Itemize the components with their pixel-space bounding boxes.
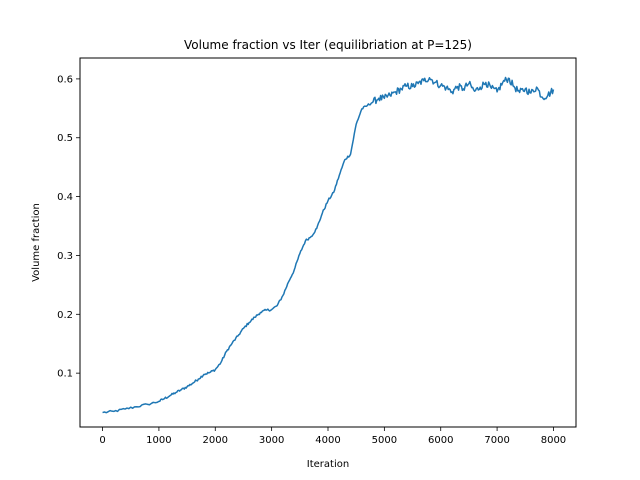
y-tick-label: 0.3 [57,251,73,262]
y-tick-label: 0.2 [57,310,73,321]
x-tick-label: 4000 [315,435,340,446]
x-tick-label: 3000 [259,435,284,446]
x-tick-label: 0 [99,435,105,446]
x-axis-label: Iteration [307,459,349,470]
x-tick-label: 5000 [372,435,397,446]
y-tick-label: 0.4 [57,192,73,203]
x-tick-label: 2000 [203,435,228,446]
plot-area: 0 1000 2000 3000 4000 5000 6000 7000 8000 0.1 0.2 0… [57,74,566,446]
x-tick-label: 7000 [484,435,509,446]
x-tick-label: 8000 [541,435,566,446]
y-tick-label: 0.1 [57,369,73,380]
series-line [102,76,555,414]
y-tick-label: 0.5 [57,133,73,144]
axes-frame [79,57,577,428]
y-tick-label: 0.6 [57,74,73,85]
x-tick-label: 6000 [428,435,453,446]
y-axis-label: Volume fraction [31,203,42,282]
chart-title: Volume fraction vs Iter (equilibriation … [184,38,472,52]
x-tick-label: 1000 [146,435,171,446]
